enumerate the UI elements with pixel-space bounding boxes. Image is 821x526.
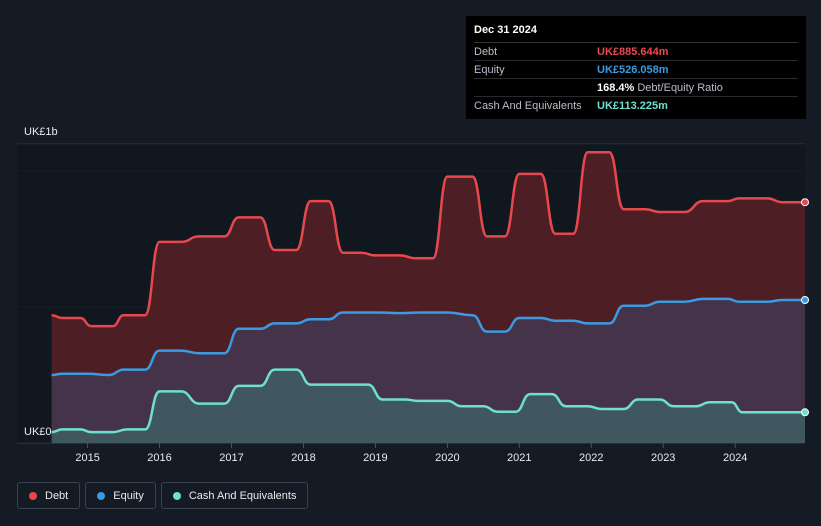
tooltip-row: 168.4% Debt/Equity Ratio — [474, 79, 798, 97]
x-axis-tick-label: 2019 — [363, 452, 387, 464]
series-area-equity — [51, 298, 806, 443]
legend-label: Equity — [113, 489, 144, 502]
tooltip-row-value: UK£526.058m — [597, 63, 669, 76]
data-tooltip: Dec 31 2024 Debt UK£885.644m Equity UK£526.… — [466, 16, 806, 119]
y-axis-label-zero: UK£0 — [24, 426, 52, 438]
series-line-debt — [51, 150, 805, 328]
x-axis-tick-label: 2021 — [507, 452, 531, 464]
series-endpoint-debt[interactable] — [801, 198, 809, 207]
tooltip-rows: Debt UK£885.644m Equity UK£526.058m 168.4% De… — [474, 43, 798, 114]
legend-dot-icon — [97, 491, 106, 500]
tooltip-row-unit: Debt/Equity Ratio — [637, 81, 723, 94]
series-endpoint-cash-and-equivalents[interactable] — [801, 408, 809, 417]
x-axis-tick-label: 2023 — [651, 452, 675, 464]
series-line-equity — [51, 297, 805, 377]
tooltip-row: Equity UK£526.058m — [474, 61, 798, 79]
x-axis-tick-label: 2017 — [219, 452, 243, 464]
x-axis-tick-label: 2016 — [147, 452, 171, 464]
tooltip-row-value: UK£885.644m — [597, 45, 669, 58]
x-axis-tick-label: 2020 — [435, 452, 459, 464]
legend-label: Cash And Equivalents — [188, 489, 297, 502]
series-endpoint-equity[interactable] — [801, 296, 809, 304]
x-axis-tick-label: 2024 — [723, 452, 747, 464]
legend-label: Debt — [45, 489, 69, 502]
legend-dot-icon — [172, 491, 181, 500]
legend-item-equity[interactable]: Equity — [85, 482, 156, 509]
tooltip-row: Debt UK£885.644m — [474, 43, 798, 61]
y-axis-label-top: UK£1b — [24, 126, 58, 138]
chart-legend: Debt Equity Cash And Equivalents — [17, 482, 309, 509]
x-axis-tick-label: 2022 — [579, 452, 603, 464]
tooltip-date: Dec 31 2024 — [474, 24, 798, 43]
legend-dot-icon — [29, 491, 37, 500]
series-area-cash-and-equivalents — [51, 369, 806, 443]
series-area-debt — [51, 152, 806, 443]
hover-highlight-band — [17, 144, 805, 443]
series-line-cash-and-equivalents — [51, 368, 805, 434]
x-axis-tick-label: 2018 — [291, 452, 315, 464]
tooltip-row: Cash And Equivalents UK£113.225m — [474, 97, 798, 114]
x-axis-tick-label: 2015 — [75, 452, 99, 464]
tooltip-row-value: UK£113.225m — [597, 99, 668, 112]
legend-item-debt[interactable]: Debt — [17, 482, 81, 509]
tooltip-row-label: Cash And Equivalents — [474, 99, 582, 112]
legend-item-cash-and-equivalents[interactable]: Cash And Equivalents — [160, 482, 309, 509]
x-axis: 2015 2016 2017 2018 2019 2020 2021 2022 2023 2024 — [75, 443, 747, 464]
tooltip-row-label: Debt — [474, 45, 498, 58]
series-layer — [51, 150, 809, 443]
tooltip-row-label: Equity — [474, 63, 505, 76]
tooltip-row-value: 168.4% — [597, 81, 635, 94]
